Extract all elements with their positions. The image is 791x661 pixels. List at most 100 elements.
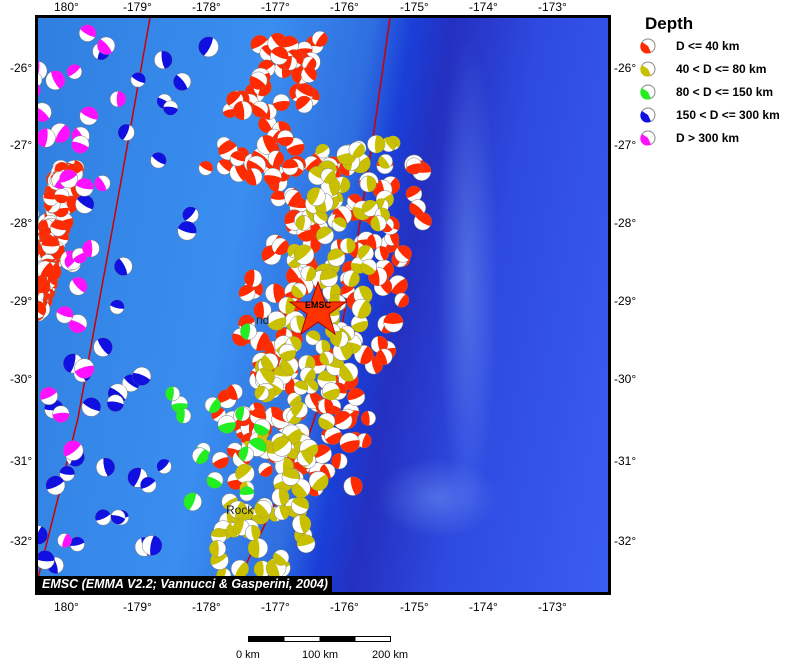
earthquake-beachball[interactable] (395, 245, 412, 262)
earthquake-beachball[interactable] (332, 453, 348, 469)
earthquake-beachball[interactable] (279, 344, 296, 361)
earthquake-beachball[interactable] (312, 31, 328, 47)
earthquake-beachball[interactable] (38, 526, 48, 544)
earthquake-beachball[interactable] (227, 384, 243, 400)
earthquake-beachball[interactable] (230, 151, 245, 166)
earthquake-beachball[interactable] (118, 124, 134, 140)
earthquake-beachball[interactable] (318, 399, 333, 414)
earthquake-beachball[interactable] (97, 37, 114, 54)
earthquake-beachball[interactable] (63, 441, 83, 461)
earthquake-beachball[interactable] (199, 161, 213, 175)
earthquake-beachball[interactable] (142, 536, 162, 556)
earthquake-beachball[interactable] (272, 488, 289, 505)
earthquake-beachball[interactable] (349, 142, 365, 158)
earthquake-beachball[interactable] (38, 261, 53, 277)
earthquake-beachball[interactable] (235, 464, 254, 483)
earthquake-beachball[interactable] (54, 188, 69, 203)
earthquake-beachball[interactable] (60, 170, 78, 188)
earthquake-beachball[interactable] (279, 297, 296, 314)
earthquake-beachball[interactable] (294, 381, 308, 395)
earthquake-beachball[interactable] (291, 497, 309, 515)
earthquake-beachball[interactable] (151, 152, 167, 168)
earthquake-beachball[interactable] (268, 151, 284, 167)
earthquake-beachball[interactable] (218, 415, 236, 433)
earthquake-beachball[interactable] (94, 338, 113, 357)
earthquake-beachball[interactable] (255, 500, 272, 517)
earthquake-beachball[interactable] (50, 220, 66, 236)
earthquake-beachball[interactable] (217, 137, 231, 151)
earthquake-beachball[interactable] (340, 363, 358, 381)
earthquake-beachball[interactable] (107, 395, 124, 412)
earthquake-beachball[interactable] (309, 471, 328, 490)
earthquake-beachball[interactable] (240, 487, 255, 502)
earthquake-beachball[interactable] (252, 101, 268, 117)
earthquake-beachball[interactable] (38, 129, 55, 148)
earthquake-beachball[interactable] (296, 215, 311, 230)
earthquake-beachball[interactable] (267, 311, 286, 330)
earthquake-beachball[interactable] (340, 433, 360, 453)
earthquake-beachball[interactable] (409, 200, 425, 216)
earthquake-beachball[interactable] (321, 168, 336, 183)
earthquake-beachball[interactable] (358, 245, 374, 261)
earthquake-beachball[interactable] (297, 535, 315, 553)
earthquake-beachball[interactable] (245, 525, 260, 540)
earthquake-beachball[interactable] (110, 300, 124, 314)
earthquake-beachball[interactable] (67, 64, 82, 79)
earthquake-beachball[interactable] (273, 550, 289, 566)
earthquake-beachball[interactable] (328, 249, 346, 267)
earthquake-beachball[interactable] (110, 91, 126, 107)
earthquake-beachball[interactable] (183, 207, 199, 223)
earthquake-beachball[interactable] (301, 266, 316, 281)
earthquake-beachball[interactable] (57, 533, 71, 547)
earthquake-beachball[interactable] (245, 168, 262, 185)
earthquake-beachball[interactable] (294, 245, 314, 265)
earthquake-beachball[interactable] (361, 259, 377, 275)
earthquake-beachball[interactable] (292, 402, 308, 418)
earthquake-beachball[interactable] (199, 37, 219, 57)
earthquake-beachball[interactable] (367, 135, 385, 153)
earthquake-beachball[interactable] (254, 419, 270, 435)
earthquake-beachball[interactable] (371, 216, 387, 232)
earthquake-beachball[interactable] (173, 73, 190, 90)
earthquake-beachball[interactable] (375, 246, 389, 260)
earthquake-beachball[interactable] (292, 515, 311, 534)
earthquake-beachball[interactable] (235, 407, 249, 421)
earthquake-beachball[interactable] (233, 101, 252, 120)
earthquake-beachball[interactable] (46, 71, 65, 90)
earthquake-beachball[interactable] (209, 540, 226, 557)
earthquake-beachball[interactable] (344, 477, 363, 496)
earthquake-beachball[interactable] (258, 462, 272, 476)
earthquake-beachball[interactable] (53, 406, 70, 423)
earthquake-beachball[interactable] (378, 154, 392, 168)
earthquake-beachball[interactable] (332, 217, 347, 232)
earthquake-beachball[interactable] (313, 210, 327, 224)
earthquake-beachball[interactable] (239, 447, 254, 462)
earthquake-beachball[interactable] (296, 96, 313, 113)
earthquake-beachball[interactable] (322, 383, 339, 400)
earthquake-beachball[interactable] (360, 176, 376, 192)
earthquake-beachball[interactable] (376, 349, 392, 365)
earthquake-beachball[interactable] (282, 159, 298, 175)
earthquake-beachball[interactable] (406, 158, 421, 173)
earthquake-beachball[interactable] (205, 397, 221, 413)
earthquake-beachball[interactable] (361, 411, 376, 426)
earthquake-beachball[interactable] (316, 144, 330, 158)
earthquake-beachball[interactable] (395, 293, 409, 307)
earthquake-beachball[interactable] (285, 190, 302, 207)
earthquake-beachball[interactable] (75, 359, 95, 379)
earthquake-beachball[interactable] (239, 285, 255, 301)
earthquake-beachball[interactable] (176, 409, 191, 424)
earthquake-beachball[interactable] (255, 386, 269, 400)
earthquake-beachball[interactable] (40, 387, 58, 405)
earthquake-beachball[interactable] (250, 72, 268, 90)
earthquake-beachball[interactable] (83, 240, 100, 257)
earthquake-beachball[interactable] (212, 452, 229, 469)
bathymetry-map[interactable]: EMSC nd Rock (38, 18, 608, 592)
earthquake-beachball[interactable] (75, 178, 93, 196)
earthquake-beachball[interactable] (272, 437, 292, 457)
earthquake-beachball[interactable] (231, 560, 249, 578)
earthquake-beachball[interactable] (80, 107, 98, 125)
earthquake-beachball[interactable] (320, 351, 334, 365)
earthquake-beachball[interactable] (184, 493, 202, 511)
earthquake-beachball[interactable] (261, 353, 278, 370)
